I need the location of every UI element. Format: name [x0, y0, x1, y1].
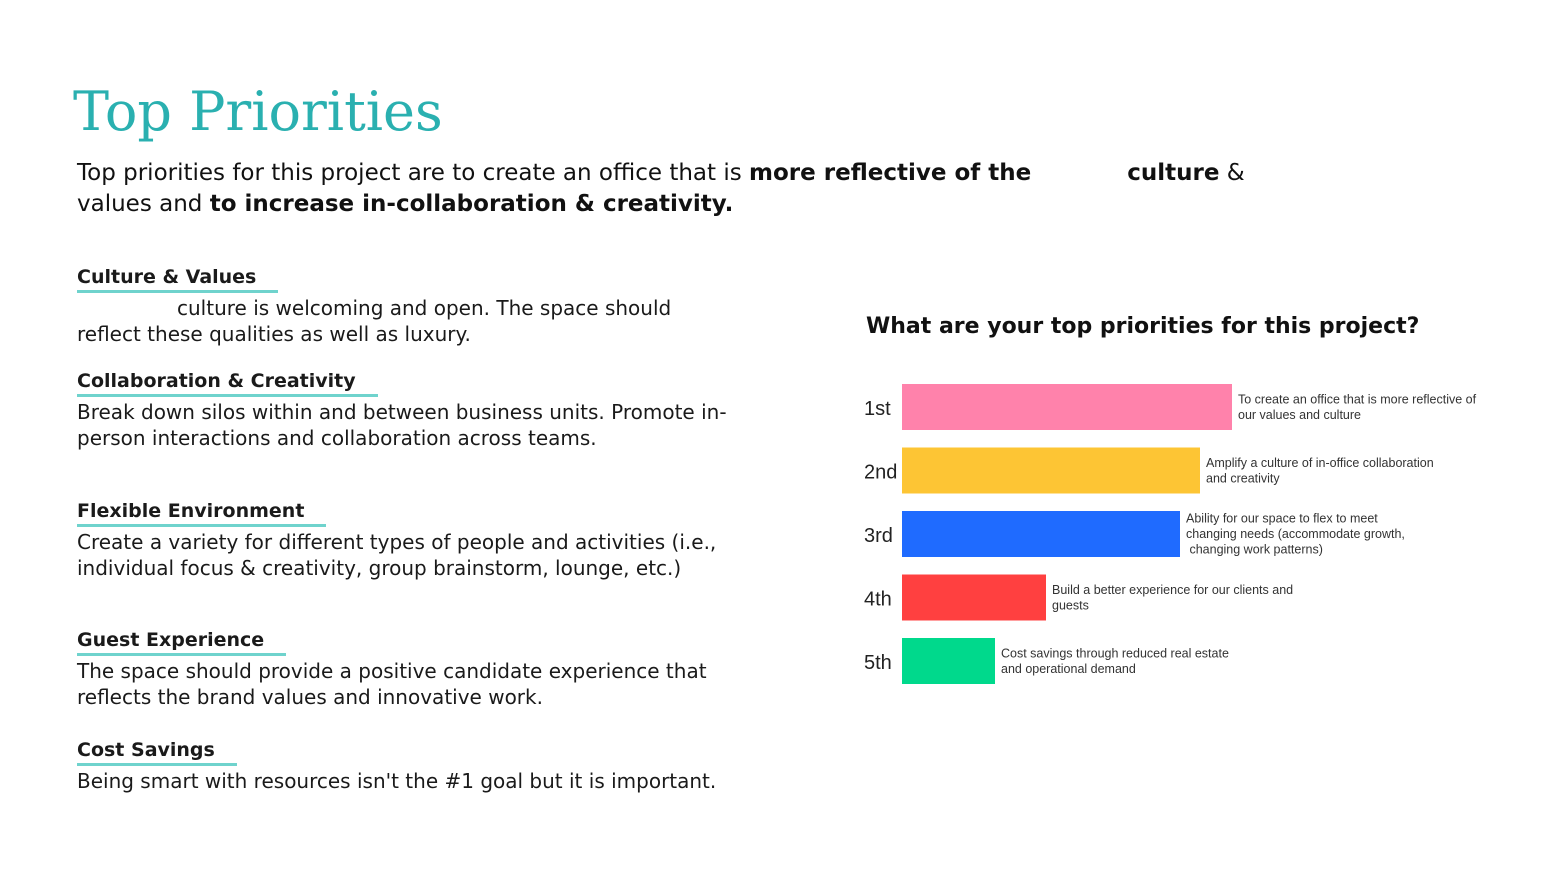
section-body-text: culture is welcoming and open. The space… — [77, 296, 672, 346]
chart-canvas: 1st To create an office that is more refl… — [864, 384, 1477, 684]
bar-description: To create an office that is more reflect… — [1238, 392, 1477, 422]
intro-text-1: Top priorities for this project are to c… — [77, 160, 750, 186]
intro-line-1: Top priorities for this project are to c… — [77, 158, 1377, 189]
priorities-chart: What are your top priorities for this pr… — [850, 300, 1540, 720]
page-title: Top Priorities — [73, 80, 443, 143]
chart-title: What are your top priorities for this pr… — [866, 314, 1420, 339]
section-body: The space should provide a positive cand… — [77, 659, 707, 709]
intro-text-3: values and — [77, 191, 210, 217]
bar-description: Ability for our space to flex to meet cha… — [1186, 512, 1405, 557]
section-body: Break down silos within and between busi… — [77, 400, 727, 450]
bar — [902, 574, 1046, 621]
bar — [902, 447, 1200, 494]
section-heading: Guest Experience — [77, 628, 287, 656]
intro-bold-3: to increase in-collaboration & creativit… — [209, 191, 734, 217]
section-cost-savings: Cost Savings Being smart with resources … — [77, 738, 737, 794]
category-label: 2nd — [864, 462, 897, 484]
bar — [902, 638, 995, 684]
bar-description: Cost savings through reduced real estate… — [1001, 646, 1229, 676]
bar — [902, 511, 1180, 557]
section-heading: Cost Savings — [77, 738, 237, 766]
intro-bold-2: culture — [1127, 160, 1220, 186]
bar-description: Build a better experience for our client… — [1052, 583, 1293, 613]
category-label: 5th — [864, 652, 892, 674]
intro-paragraph: Top priorities for this project are to c… — [77, 158, 1377, 220]
section-heading: Culture & Values — [77, 265, 279, 293]
section-culture-values: Culture & Values culture is welcoming an… — [77, 265, 737, 347]
category-label: 1st — [864, 398, 891, 420]
section-flexible-environment: Flexible Environment Create a variety fo… — [77, 499, 737, 581]
section-collaboration-creativity: Collaboration & Creativity Break down si… — [77, 369, 737, 451]
section-heading: Flexible Environment — [77, 499, 327, 527]
section-heading: Collaboration & Creativity — [77, 369, 378, 397]
bar-description: Amplify a culture of in-office collabora… — [1206, 456, 1434, 486]
section-guest-experience: Guest Experience The space should provid… — [77, 628, 737, 710]
category-label: 3rd — [864, 525, 893, 547]
category-label: 4th — [864, 589, 892, 611]
intro-bold-1: more reflective of the — [749, 160, 1032, 186]
intro-text-2: & — [1219, 160, 1245, 186]
section-body: culture is welcoming and open. The space… — [77, 295, 737, 347]
section-body: Create a variety for different types of … — [77, 530, 717, 580]
bar — [902, 384, 1232, 430]
intro-line-2: values and to increase in-collaboration … — [77, 189, 1377, 220]
section-body: Being smart with resources isn't the #1 … — [77, 769, 717, 793]
